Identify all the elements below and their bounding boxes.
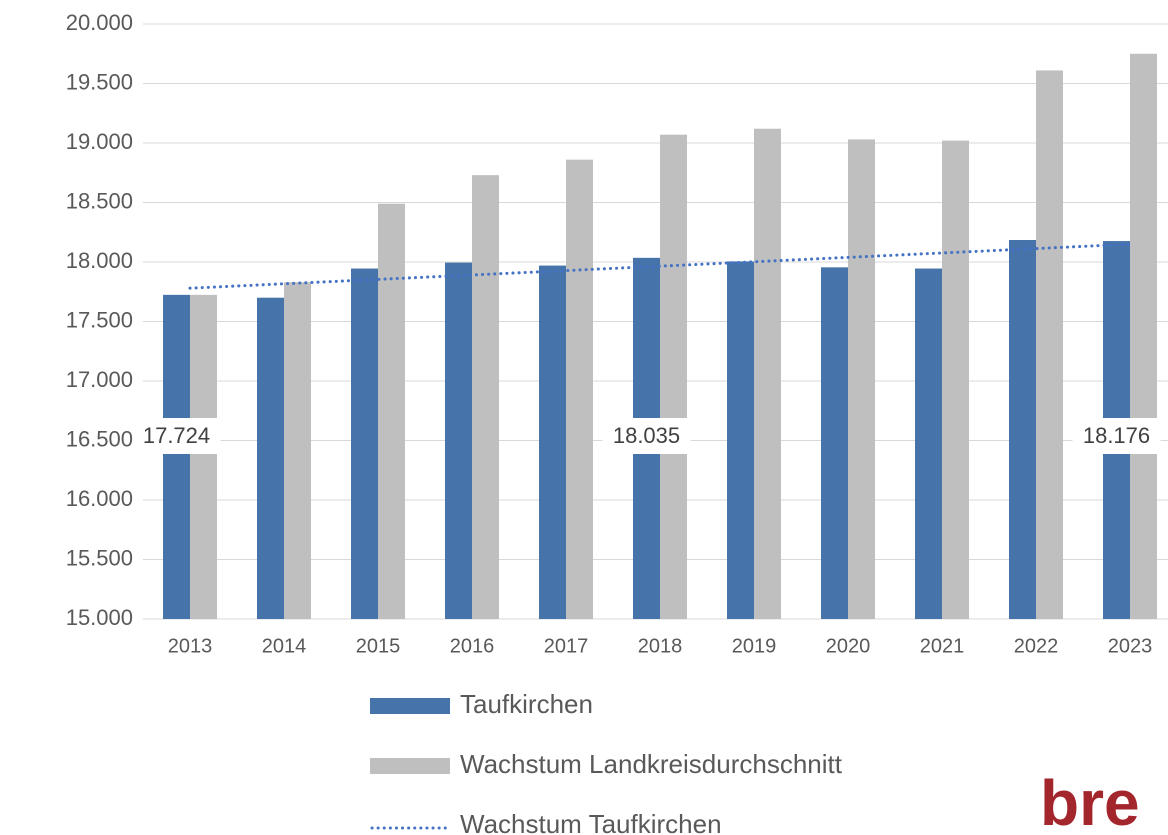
y-tick-label: 17.000: [66, 367, 133, 392]
data-label: 17.724: [143, 423, 210, 448]
x-tick-label: 2020: [826, 635, 871, 657]
bar: [848, 139, 875, 619]
bar: [1009, 239, 1036, 620]
x-tick-label: 2014: [262, 635, 307, 657]
bar: [566, 159, 593, 619]
legend-label: Taufkirchen: [460, 689, 593, 719]
x-tick-label: 2022: [1014, 635, 1059, 657]
data-label-box: [1072, 418, 1161, 454]
data-label: 18.035: [613, 423, 680, 448]
x-tick-label: 2016: [450, 635, 495, 657]
y-tick-label: 18.500: [66, 188, 133, 213]
bar: [378, 203, 405, 619]
legend-label: Wachstum Taufkirchen: [460, 809, 722, 835]
bar: [445, 262, 472, 619]
bar: [284, 282, 311, 619]
bar: [1036, 70, 1063, 619]
y-tick-label: 16.500: [66, 426, 133, 451]
bar: [754, 128, 781, 619]
legend-swatch: [370, 758, 450, 774]
bar: [539, 265, 566, 619]
trend-line: [188, 242, 1132, 290]
bar: [351, 268, 378, 619]
y-tick-label: 20.000: [66, 10, 133, 35]
y-tick-label: 15.000: [66, 605, 133, 630]
legend-swatch: [370, 698, 450, 714]
legend-label: Wachstum Landkreisdurchschnitt: [460, 749, 843, 779]
data-label-box: [132, 418, 221, 454]
logo: bre: [1040, 767, 1140, 835]
x-tick-label: 2019: [732, 635, 777, 657]
data-label-box: [602, 418, 691, 454]
x-tick-label: 2013: [168, 635, 213, 657]
y-tick-label: 15.500: [66, 545, 133, 570]
bar: [163, 294, 190, 619]
x-tick-label: 2021: [920, 635, 965, 657]
x-tick-label: 2015: [356, 635, 401, 657]
x-tick-label: 2023: [1108, 635, 1153, 657]
y-tick-label: 18.000: [66, 248, 133, 273]
bar: [257, 297, 284, 619]
y-tick-label: 17.500: [66, 307, 133, 332]
x-tick-label: 2017: [544, 635, 589, 657]
data-label: 18.176: [1083, 423, 1150, 448]
x-tick-label: 2018: [638, 635, 683, 657]
bar: [821, 267, 848, 619]
y-tick-label: 19.500: [66, 69, 133, 94]
y-tick-label: 19.000: [66, 129, 133, 154]
bar: [915, 268, 942, 619]
bar: [942, 140, 969, 619]
bar: [190, 294, 217, 619]
bar: [660, 134, 687, 620]
bar: [1130, 53, 1157, 619]
bar: [472, 175, 499, 619]
bar: [727, 261, 754, 619]
y-tick-label: 16.000: [66, 486, 133, 511]
